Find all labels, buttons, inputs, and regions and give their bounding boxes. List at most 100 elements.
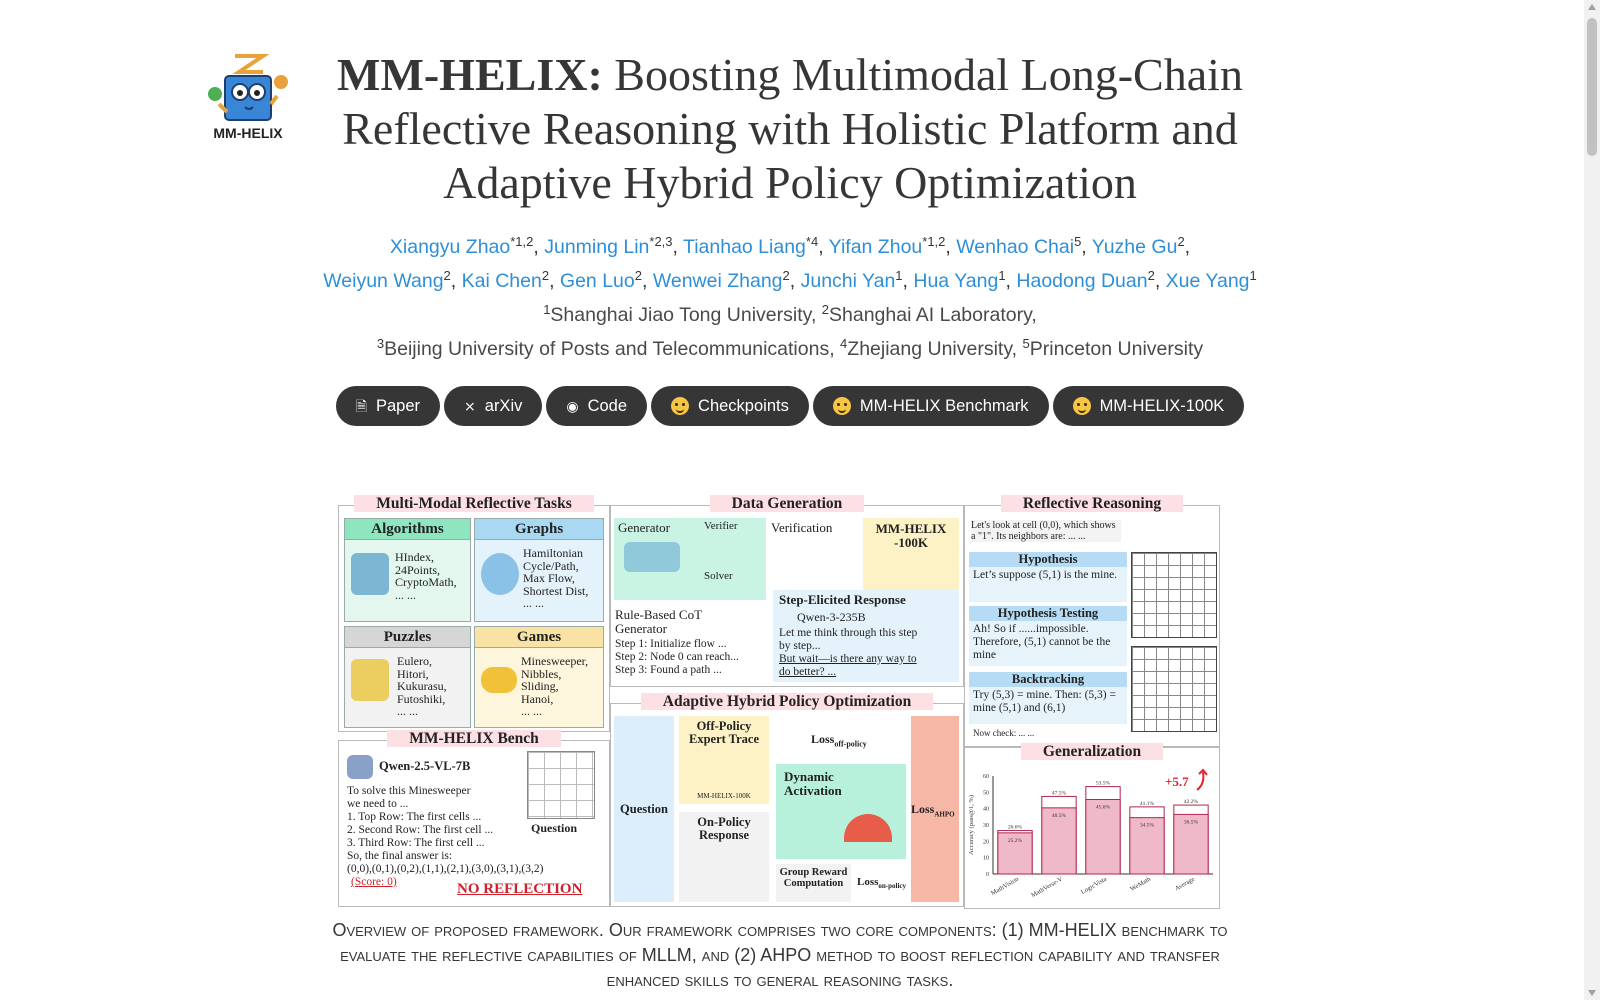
arxiv-button[interactable]: ⨯ arXiv: [444, 386, 543, 426]
page-scrollbar[interactable]: [1584, 0, 1600, 1000]
ahpo-panel: Adaptive Hybrid Policy Optimization Ques…: [610, 693, 964, 907]
affiliation: Princeton University: [1029, 338, 1204, 360]
dataset-button[interactable]: MM-HELIX-100K: [1052, 386, 1245, 426]
x-tick-label: MathVision: [990, 875, 1021, 897]
bench-title: MM-HELIX Bench: [387, 730, 561, 747]
no-reflection-label: NO REFLECTION: [457, 881, 583, 897]
bar-label-inner: 45.6%: [1096, 805, 1111, 811]
bar-baseline: [1041, 807, 1077, 875]
owl-book-mascot-icon: [208, 54, 288, 121]
group-reward-box: Group Reward Computation: [776, 864, 851, 902]
generator-network-icon: [624, 542, 680, 572]
y-tick-label: 0: [986, 872, 989, 878]
games-box: Games Minesweeper, Nibbles, Sliding, Hanoi,…: [474, 626, 604, 728]
bar-baseline: [1173, 813, 1209, 875]
bench-response: To solve this Minesweeper we need to ... 1…: [347, 785, 544, 888]
logo-text: MM-HELIX: [213, 125, 283, 141]
reflective-panel: Reflective Reasoning Let's look at cell …: [964, 495, 1220, 747]
dynamic-activation-box: Dynamic Activation: [776, 764, 906, 859]
improvement-annotation: +5.7: [1165, 774, 1189, 789]
minesweeper-grid-icon: [1131, 552, 1217, 638]
off-policy-box: Off-Policy Expert Trace MM-HELIX-100K: [679, 716, 769, 804]
bar-label-inner: 34.5%: [1140, 823, 1155, 829]
y-tick-label: 40: [983, 807, 989, 813]
hugging-face-icon: [671, 397, 690, 415]
author-list: Xiangyu Zhao*1,2, Junming Lin*2,3, Tianh…: [300, 230, 1280, 366]
scroll-thumb[interactable]: [1587, 18, 1597, 156]
checkpoints-button[interactable]: Checkpoints: [651, 386, 809, 426]
title-rest: Boosting Multimodal Long-Chain Reflectiv…: [342, 49, 1243, 208]
rule-based-label: Rule-Based CoT Generator: [615, 607, 702, 636]
hugging-face-icon: [832, 397, 851, 415]
puzzle-piece-icon: [351, 659, 389, 701]
bench-panel: MM-HELIX Bench Qwen-2.5-VL-7B To solve t…: [338, 730, 610, 907]
puzzles-box: Puzzles Eulero, Hitori, Kukurasu, Futoshiki…: [344, 626, 471, 728]
pdf-icon: 🗎: [355, 398, 367, 414]
graph-network-icon: [481, 553, 519, 595]
page-title: MM-HELIX: Boosting Multimodal Long-Chain…: [300, 48, 1280, 210]
y-axis-label: Accuracy (pass@1, %): [968, 795, 975, 855]
minesweeper-grid-icon: [1131, 646, 1217, 732]
generalization-chart: 0 10 20 30 40 50 60 Accuracy (pass@1, %) 26.6% 25…: [968, 768, 1213, 899]
author-link[interactable]: Junming Lin: [544, 236, 650, 258]
datagen-title: Data Generation: [709, 495, 865, 512]
tasks-title: Multi-Modal Reflective Tasks: [354, 495, 594, 512]
reflective-title: Reflective Reasoning: [1000, 495, 1184, 512]
author-link[interactable]: Junchi Yan: [800, 270, 896, 292]
paper-button[interactable]: 🗎 Paper: [335, 386, 441, 426]
author-link[interactable]: Gen Luo: [559, 270, 635, 292]
github-icon: ◉: [566, 398, 579, 414]
loss-on-policy: Losson-policy: [857, 876, 907, 891]
code-button[interactable]: ◉ Code: [546, 386, 648, 426]
author-link[interactable]: Yuzhe Gu: [1091, 236, 1178, 258]
author-link[interactable]: Wenwei Zhang: [652, 270, 783, 292]
ahpo-question-box: Question: [614, 716, 674, 902]
author-link[interactable]: Xue Yang: [1165, 270, 1250, 292]
bar-baseline: [997, 832, 1033, 875]
affiliation-line-2: 3Beijing University of Posts and Telecom…: [376, 336, 1204, 360]
author-link[interactable]: Yifan Zhou: [828, 236, 923, 258]
minesweeper-grid-icon: [527, 751, 595, 819]
author-link[interactable]: Hua Yang: [913, 270, 999, 292]
author-link[interactable]: Xiangyu Zhao: [389, 236, 511, 258]
gauge-icon: [844, 814, 892, 842]
y-tick-label: 60: [983, 774, 989, 780]
figure-caption: Overview of proposed framework. Our fram…: [332, 920, 1228, 990]
bar-label-inner: 25.2%: [1008, 838, 1023, 844]
y-tick-label: 50: [983, 790, 989, 796]
cot-steps: Step 1: Initialize flow ... Step 2: Node …: [615, 638, 739, 676]
x-tick-label: WeMath: [1129, 875, 1152, 893]
up-arrow-icon: [1196, 768, 1208, 791]
affiliation-line-1: 1Shanghai Jiao Tong University, 2Shangha…: [543, 302, 1037, 326]
datagen-panel: Data Generation Generator Verifier Solve…: [610, 495, 964, 687]
now-check: Now check: ... ...: [973, 728, 1035, 738]
reflective-intro: Let's look at cell (0,0), which shows a …: [971, 520, 1121, 542]
affiliation: Shanghai AI Laboratory,: [829, 304, 1037, 326]
bar-label-top: 41.1%: [1140, 801, 1155, 807]
tasks-panel: Multi-Modal Reflective Tasks Algorithms …: [338, 495, 610, 732]
author-link[interactable]: Haodong Duan: [1016, 270, 1148, 292]
flowchart-icon: [351, 553, 389, 595]
affiliation: Zhejiang University,: [847, 338, 1018, 360]
bar-label-inner: 40.5%: [1052, 813, 1067, 819]
link-buttons: 🗎 Paper ⨯ arXiv ◉ Code Checkpoints MM-HELIX…: [300, 386, 1280, 426]
y-tick-label: 10: [983, 856, 989, 862]
author-link[interactable]: Wenhao Chai: [956, 236, 1075, 258]
scroll-up-arrow-icon[interactable]: [1588, 4, 1596, 10]
robot-icon: [347, 755, 373, 779]
loss-ahpo-box: LossAHPO: [911, 716, 959, 902]
chart-title: Generalization: [1020, 743, 1164, 760]
benchmark-button[interactable]: MM-HELIX Benchmark: [812, 386, 1049, 426]
backtracking-box: Backtracking Try (5,3) = mine. Then: (5,…: [969, 672, 1127, 724]
author-link[interactable]: Tianhao Liang: [683, 236, 806, 258]
mm-helix-logo: MM-HELIX: [208, 54, 288, 141]
author-link[interactable]: Kai Chen: [461, 270, 542, 292]
scroll-down-arrow-icon[interactable]: [1588, 990, 1596, 996]
author-link[interactable]: Weiyun Wang: [323, 270, 444, 292]
affiliation: Beijing University of Posts and Telecomm…: [384, 338, 835, 360]
generalization-panel: Generalization 0 10 20 30 40 50 60 Accuracy (pa…: [964, 743, 1220, 909]
hypothesis-box: Hypothesis Let’s suppose (5,1) is the mi…: [969, 552, 1127, 602]
overview-figure: Multi-Modal Reflective Tasks Algorithms …: [338, 495, 1248, 930]
bar-baseline: [1085, 799, 1121, 875]
verification-label: Verification: [771, 520, 833, 535]
